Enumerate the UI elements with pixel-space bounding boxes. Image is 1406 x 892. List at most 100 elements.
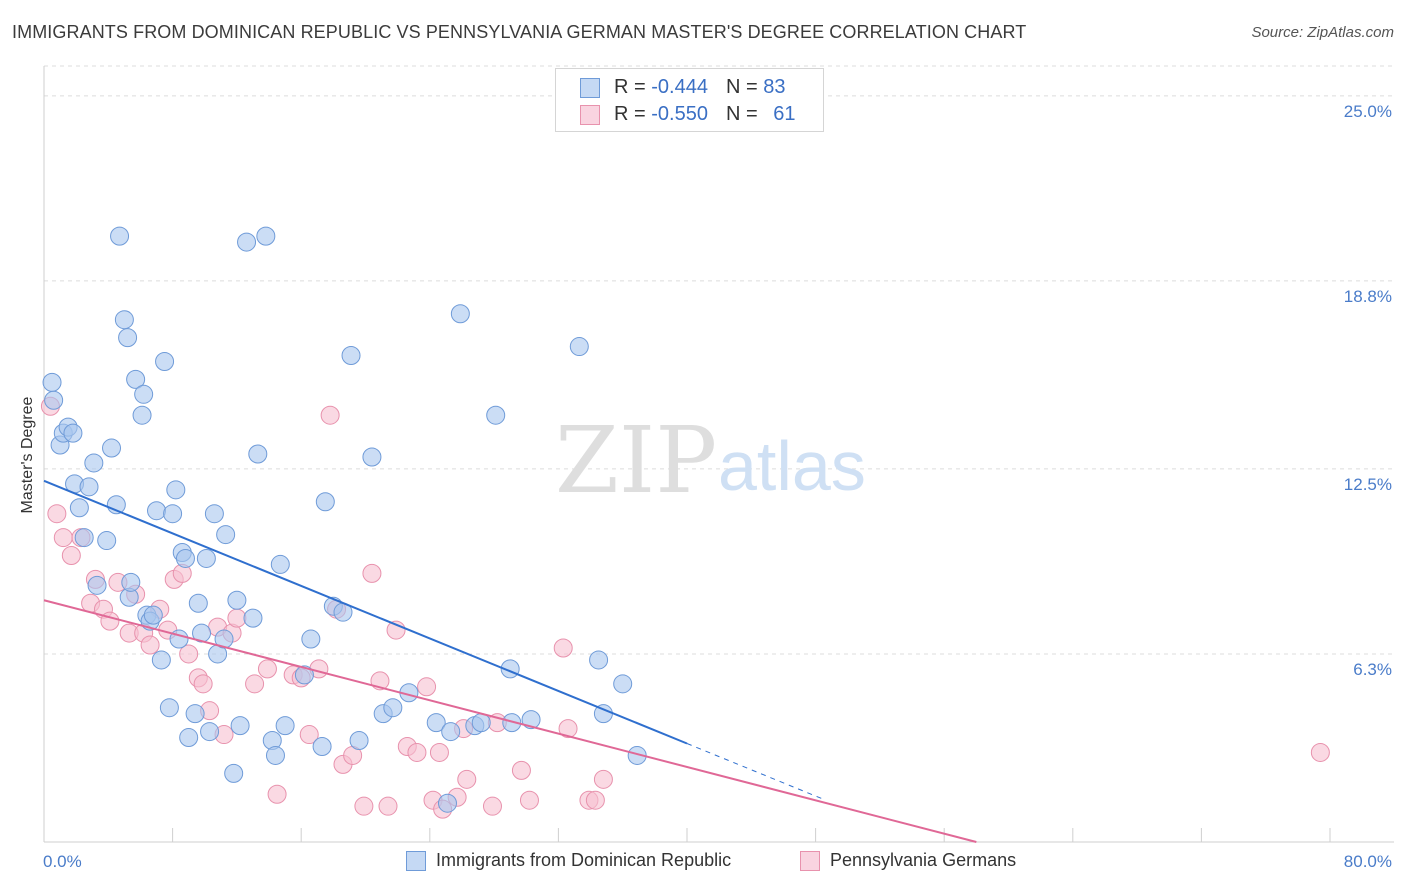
data-point-pennsylvania-germans: [299, 725, 319, 745]
data-point-pennsylvania-germans: [179, 644, 199, 664]
data-point-dominican-republic: [118, 328, 138, 348]
axes: [43, 66, 1394, 843]
data-point-dominican-republic: [248, 444, 268, 464]
data-point-pennsylvania-germans: [378, 796, 398, 816]
data-point-dominican-republic: [230, 716, 250, 736]
data-point-dominican-republic: [441, 722, 461, 742]
data-point-pennsylvania-germans: [140, 635, 160, 655]
data-point-dominican-republic: [102, 438, 122, 458]
data-point-dominican-republic: [349, 731, 369, 751]
data-point-pennsylvania-germans: [53, 528, 73, 548]
data-point-dominican-republic: [87, 575, 107, 595]
y-tick-label: 6.3%: [1353, 659, 1392, 679]
data-point-dominican-republic: [204, 504, 224, 524]
data-point-dominican-republic: [69, 498, 89, 518]
data-point-dominican-republic: [265, 745, 285, 765]
data-point-dominican-republic: [383, 698, 403, 718]
data-point-dominican-republic: [44, 390, 64, 410]
data-point-dominican-republic: [216, 525, 236, 545]
data-point-dominican-republic: [227, 590, 247, 610]
n-value: 61: [773, 103, 796, 125]
data-point-dominican-republic: [84, 453, 104, 473]
data-point-dominican-republic: [175, 548, 195, 568]
data-point-pennsylvania-germans: [558, 719, 578, 739]
y-tick-label: 12.5%: [1343, 474, 1392, 494]
data-point-pennsylvania-germans: [267, 784, 287, 804]
data-point-dominican-republic: [97, 531, 117, 551]
data-point-pennsylvania-germans: [320, 405, 340, 425]
data-point-pennsylvania-germans: [519, 790, 539, 810]
legend-swatch-blue: [406, 850, 426, 871]
legend-swatch-pink: [800, 850, 820, 871]
series-dominican-republic: [42, 226, 647, 813]
data-point-pennsylvania-germans: [457, 769, 477, 789]
data-point-pennsylvania-germans: [193, 674, 213, 694]
data-point-dominican-republic: [132, 405, 152, 425]
data-point-dominican-republic: [613, 674, 633, 694]
legend-label: Immigrants from Dominican Republic: [436, 850, 732, 870]
data-point-pennsylvania-germans: [227, 608, 247, 628]
data-point-dominican-republic: [471, 713, 491, 733]
data-point-pennsylvania-germans: [429, 742, 449, 762]
trend-line-extension: [686, 743, 824, 800]
data-point-dominican-republic: [486, 405, 506, 425]
data-point-dominican-republic: [569, 337, 589, 357]
data-point-dominican-republic: [437, 793, 457, 813]
data-point-pennsylvania-germans: [417, 677, 437, 697]
data-point-pennsylvania-germans: [511, 760, 531, 780]
data-point-dominican-republic: [166, 480, 186, 500]
data-point-pennsylvania-germans: [61, 545, 81, 565]
source-label: Source: ZipAtlas.com: [1251, 24, 1394, 41]
data-point-dominican-republic: [243, 608, 263, 628]
data-point-dominican-republic: [163, 504, 183, 524]
data-point-pennsylvania-germans: [553, 638, 573, 658]
data-point-pennsylvania-germans: [585, 790, 605, 810]
data-point-dominican-republic: [134, 384, 154, 404]
trend-line-dominican-republic: [43, 479, 688, 745]
r-label: R =: [614, 76, 652, 98]
data-point-pennsylvania-germans: [362, 563, 382, 583]
data-point-dominican-republic: [74, 528, 94, 548]
stats-row-pink: R = -0.550 N = 61: [580, 103, 795, 126]
data-point-pennsylvania-germans: [407, 742, 427, 762]
n-label: N =: [725, 103, 764, 125]
trend-lines: [43, 479, 977, 843]
data-point-pennsylvania-germans: [1310, 742, 1330, 762]
legend-item-pennsylvania-germans: Pennsylvania Germans: [800, 850, 1016, 871]
data-point-dominican-republic: [315, 492, 335, 512]
data-point-dominican-republic: [196, 548, 216, 568]
data-point-dominican-republic: [502, 713, 522, 733]
data-point-dominican-republic: [270, 554, 290, 574]
data-point-dominican-republic: [237, 232, 257, 252]
data-point-dominican-republic: [121, 572, 141, 592]
data-point-pennsylvania-germans: [482, 796, 502, 816]
data-point-dominican-republic: [450, 304, 470, 324]
data-point-dominican-republic: [126, 369, 146, 389]
data-point-dominican-republic: [521, 710, 541, 730]
r-label: R =: [614, 103, 652, 125]
data-point-dominican-republic: [114, 310, 134, 330]
stats-legend: R = -0.444 N = 83 R = -0.550 N = 61: [555, 68, 824, 132]
data-point-dominican-republic: [362, 447, 382, 467]
data-point-pennsylvania-germans: [257, 659, 277, 679]
pink-swatch: [580, 104, 600, 125]
data-point-dominican-republic: [214, 629, 234, 649]
r-value: -0.550: [651, 103, 708, 125]
data-point-dominican-republic: [224, 763, 244, 783]
x-tick-max: 80.0%: [1343, 852, 1392, 871]
data-point-dominican-republic: [275, 716, 295, 736]
data-point-dominican-republic: [200, 722, 220, 742]
n-label: N =: [725, 76, 764, 98]
data-point-dominican-republic: [110, 226, 130, 246]
chart-title: IMMIGRANTS FROM DOMINICAN REPUBLIC VS PE…: [12, 22, 1027, 42]
x-tick-min: 0.0%: [43, 852, 82, 871]
data-point-pennsylvania-germans: [47, 504, 67, 524]
legend-item-dominican-republic: Immigrants from Dominican Republic: [406, 850, 731, 871]
watermark-atlas: atlas: [718, 427, 866, 505]
n-value: 83: [763, 76, 786, 98]
gridlines: [44, 65, 1394, 655]
trend-line-pennsylvania-germans: [43, 599, 977, 843]
data-point-pennsylvania-germans: [245, 674, 265, 694]
data-point-dominican-republic: [256, 226, 276, 246]
data-point-dominican-republic: [151, 650, 171, 670]
